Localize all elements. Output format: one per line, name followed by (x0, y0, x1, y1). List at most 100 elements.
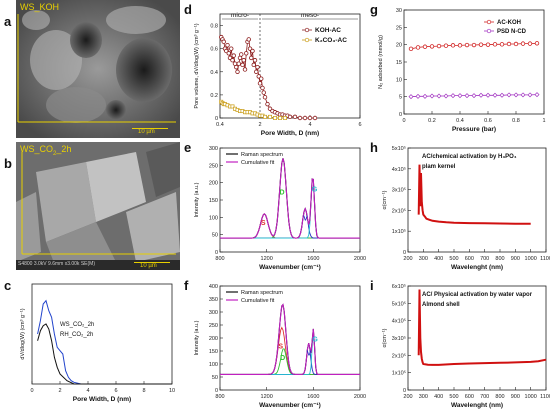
legend-label: Cumulative fit (241, 160, 275, 166)
y-tick-label: 0.2 (210, 93, 218, 99)
data-point (234, 64, 239, 70)
scale-text-a: 10 µm (138, 129, 155, 135)
data-point (471, 93, 477, 99)
x-tick-label: 900 (511, 394, 520, 400)
x-tick-label: 0.2 (428, 118, 436, 124)
series-line (37, 299, 172, 385)
data-point (240, 62, 245, 68)
data-point (246, 37, 251, 42)
peak-label: V (307, 351, 312, 358)
y-tick-label: 100 (209, 215, 218, 221)
y-tick-label: 1x10⁵ (392, 370, 406, 377)
data-point (273, 116, 277, 120)
y-tick-label: 400 (209, 284, 218, 290)
data-point (225, 43, 230, 48)
x-tick-label: 0.4 (216, 122, 224, 128)
data-point (429, 93, 435, 99)
legend-label: KOH-AC (315, 27, 341, 34)
legend-marker (486, 19, 492, 25)
data-point (464, 93, 470, 99)
x-tick-label: 6 (358, 122, 361, 128)
x-tick-label: 600 (465, 256, 474, 262)
panel-c-label: c (4, 278, 12, 293)
y-tick-label: 150 (209, 198, 218, 204)
x-axis-label: Wavenumber (cm⁻¹) (259, 264, 321, 271)
data-point (527, 92, 533, 98)
data-point (527, 41, 533, 46)
peak-label: D (280, 189, 285, 196)
y-tick-label: 4x10⁵ (392, 166, 406, 173)
data-point (278, 116, 282, 120)
legend-marker (304, 27, 310, 33)
data-point (485, 92, 491, 98)
data-point (492, 42, 498, 47)
y-tick-label: 200 (209, 181, 218, 187)
x-tick-label: 0.4 (456, 118, 464, 124)
x-tick-label: 700 (480, 256, 489, 262)
data-point (263, 114, 267, 119)
data-point (236, 61, 241, 66)
x-axis-label: Wavelenght (nm) (451, 402, 503, 409)
y-axis-label: dV/dlog(W) (cm³ g⁻¹) (20, 308, 26, 359)
x-tick-label: 300 (419, 256, 428, 262)
panel-i-label: i (370, 278, 374, 293)
y-tick-label: 0 (399, 112, 402, 118)
data-point (415, 93, 421, 99)
x-tick-label: 800 (495, 394, 504, 400)
data-point (231, 53, 236, 58)
y-tick-label: 10 (396, 77, 402, 83)
series-line (220, 207, 360, 239)
panel-a: a WS_KOH 10 µm (0, 0, 180, 140)
sem-tag-co2-rest: _2h (56, 144, 72, 154)
data-point (464, 42, 470, 48)
x-tick-label: 0.8 (512, 118, 520, 124)
data-point (235, 69, 240, 74)
legend-label: RH_CO₂_2h (60, 332, 93, 338)
region-label-micro: micro- (231, 12, 249, 19)
y-tick-label: 50 (212, 375, 218, 381)
series-line (37, 323, 172, 385)
data-point (260, 85, 265, 91)
y-tick-label: 5x10⁵ (392, 145, 406, 152)
data-point (229, 46, 234, 51)
y-tick-label: 0.4 (210, 70, 218, 76)
y-tick-label: 5x10⁵ (392, 300, 406, 307)
data-point (499, 42, 505, 47)
x-tick-label: 8 (142, 388, 145, 394)
x-tick-label: 800 (215, 256, 224, 262)
y-axis-label: α(cm⁻¹) (382, 328, 388, 347)
legend-label: AC-KOH (497, 20, 521, 26)
series-line (220, 303, 360, 375)
scale-text-b: 10 µm (140, 263, 157, 269)
data-point (450, 93, 456, 99)
series-line (417, 289, 547, 366)
sem-texture-koh (16, 0, 180, 138)
x-axis-label: Pore Width, D (nm) (261, 130, 319, 137)
y-tick-label: 30 (396, 8, 402, 14)
data-point (250, 48, 255, 54)
series-line (221, 101, 285, 119)
x-tick-label: 400 (434, 256, 443, 262)
x-axis-label: Pore Width, D (nm) (73, 396, 131, 403)
y-axis-label: α(cm⁻¹) (382, 190, 388, 209)
x-tick-label: 2 (258, 122, 261, 128)
plot-frame (407, 147, 547, 253)
data-point (422, 44, 428, 49)
x-tick-label: 2000 (354, 256, 366, 262)
data-point (297, 115, 303, 121)
y-tick-label: 5 (399, 95, 402, 101)
data-point (252, 58, 258, 63)
data-point (478, 92, 484, 98)
x-tick-label: 700 (480, 394, 489, 400)
x-axis-label: Wavenumber (cm⁻¹) (259, 402, 321, 409)
x-tick-label: 2000 (354, 394, 366, 400)
x-tick-label: 900 (511, 256, 520, 262)
x-tick-label: 1 (542, 118, 545, 124)
legend-label: WS_CO₂_2h (60, 322, 94, 328)
series-line (417, 164, 531, 225)
panel-d-label: d (184, 2, 192, 17)
data-point (265, 101, 270, 107)
y-tick-label: 200 (209, 336, 218, 342)
series-line (220, 158, 360, 239)
